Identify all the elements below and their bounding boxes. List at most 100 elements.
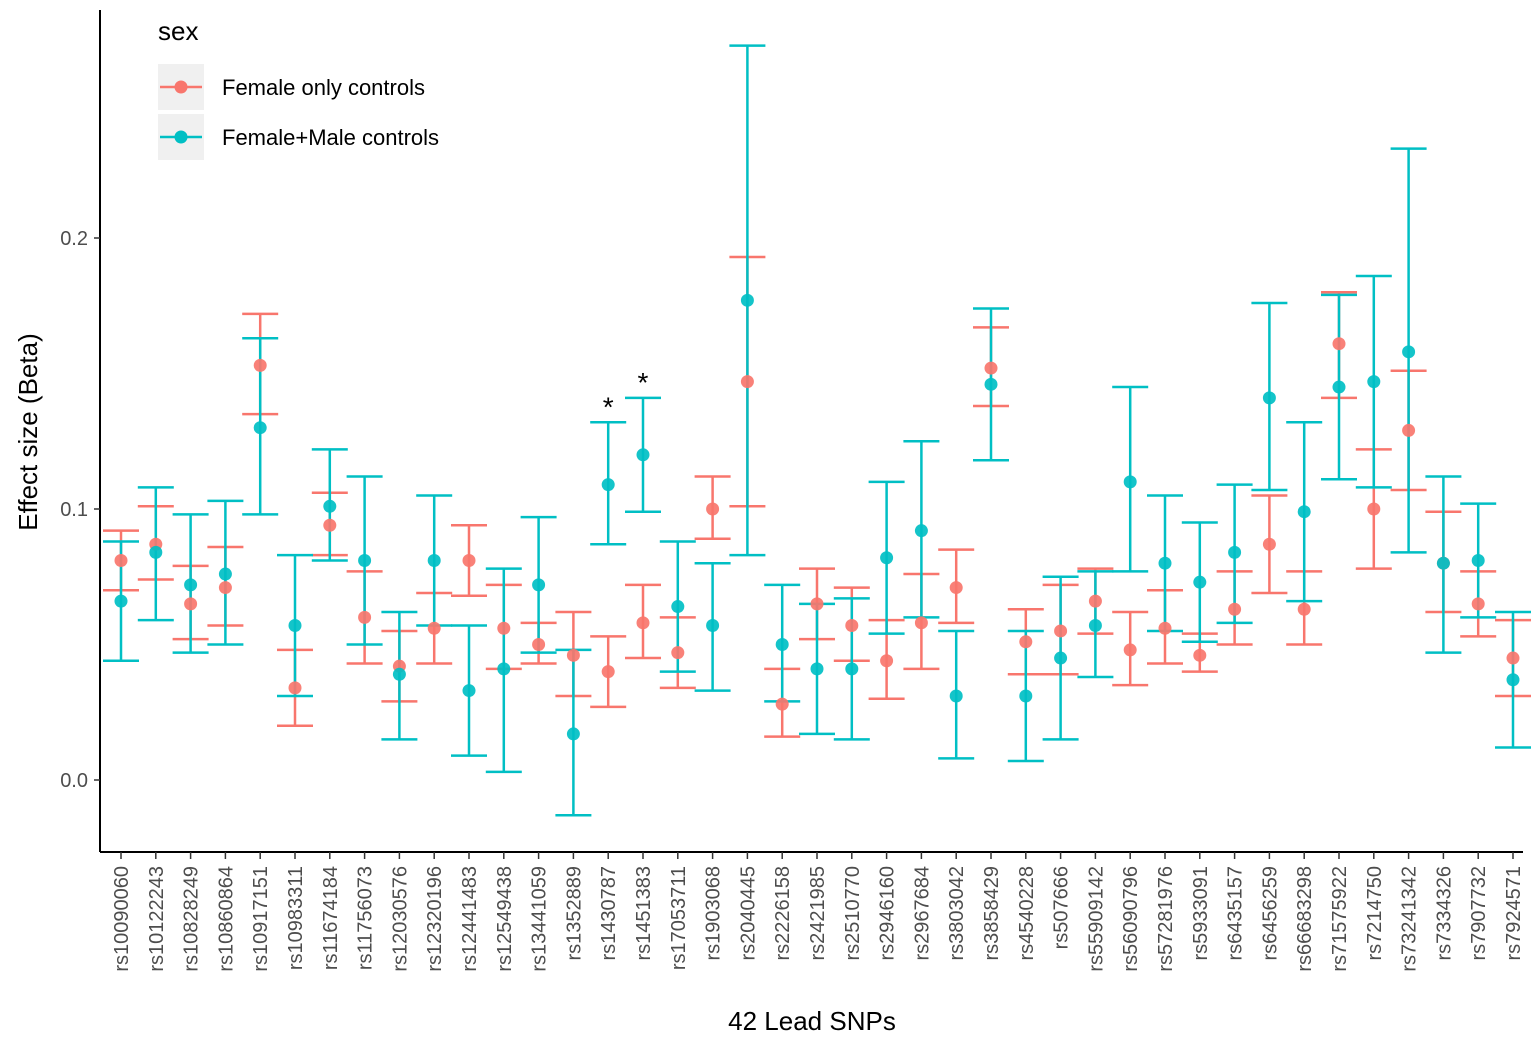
x-tick-label: rs1352889 bbox=[563, 866, 585, 961]
data-point bbox=[1367, 502, 1381, 516]
data-point bbox=[427, 621, 441, 635]
legend-label: Female only controls bbox=[222, 75, 425, 100]
data-point bbox=[984, 377, 998, 391]
data-point bbox=[914, 524, 928, 538]
x-tick-label: rs1903068 bbox=[703, 866, 725, 961]
data-point bbox=[1019, 635, 1033, 649]
legend-key-point bbox=[174, 130, 188, 144]
y-tick-label: 0.1 bbox=[60, 499, 88, 521]
data-point bbox=[984, 361, 998, 375]
data-point bbox=[1436, 556, 1450, 570]
legend-key-point bbox=[174, 80, 188, 94]
data-point bbox=[532, 578, 546, 592]
data-point bbox=[462, 684, 476, 698]
x-tick-label: rs5933091 bbox=[1190, 866, 1212, 961]
x-tick-label: rs7334326 bbox=[1433, 866, 1455, 961]
x-tick-label: rs10860864 bbox=[215, 866, 237, 972]
x-tick-label: rs71575922 bbox=[1329, 866, 1351, 972]
x-tick-label: rs507666 bbox=[1051, 866, 1073, 949]
x-tick-label: rs66683298 bbox=[1294, 866, 1316, 972]
data-point bbox=[949, 689, 963, 703]
x-tick-label: rs10828249 bbox=[181, 866, 203, 972]
data-point bbox=[636, 616, 650, 630]
data-point bbox=[1054, 651, 1068, 665]
data-point bbox=[671, 600, 685, 614]
data-point bbox=[323, 499, 337, 513]
legend-label: Female+Male controls bbox=[222, 125, 439, 150]
data-point bbox=[1367, 375, 1381, 389]
data-point bbox=[671, 646, 685, 660]
data-point bbox=[601, 665, 615, 679]
x-tick-label: rs4540228 bbox=[1016, 866, 1038, 961]
data-point bbox=[532, 638, 546, 651]
data-point bbox=[914, 616, 928, 630]
x-tick-label: rs10090060 bbox=[111, 866, 133, 972]
significance-star: * bbox=[638, 367, 649, 398]
data-point bbox=[323, 518, 337, 532]
data-point bbox=[149, 545, 163, 559]
x-tick-label: rs2946160 bbox=[877, 866, 899, 961]
x-tick-label: rs10122243 bbox=[146, 866, 168, 972]
x-tick-label: rs2421985 bbox=[807, 866, 829, 961]
data-point bbox=[1262, 391, 1276, 405]
x-tick-label: rs6456259 bbox=[1259, 866, 1281, 961]
data-point bbox=[566, 648, 580, 662]
data-point bbox=[1402, 423, 1416, 437]
x-tick-label: rs57281976 bbox=[1155, 866, 1177, 972]
x-tick-label: rs2040445 bbox=[737, 866, 759, 961]
data-point bbox=[114, 594, 128, 608]
data-point bbox=[566, 727, 580, 741]
series-female-male bbox=[103, 44, 1531, 817]
data-point bbox=[358, 610, 372, 624]
data-point bbox=[1019, 689, 1033, 703]
data-point bbox=[392, 667, 406, 681]
data-point bbox=[358, 553, 372, 567]
data-point bbox=[218, 581, 232, 595]
significance-star: * bbox=[603, 391, 614, 422]
data-point bbox=[1088, 594, 1102, 608]
data-point bbox=[1402, 345, 1416, 359]
data-point bbox=[845, 662, 859, 676]
data-point bbox=[740, 375, 754, 389]
data-point bbox=[1506, 673, 1520, 687]
x-tick-label: rs7907732 bbox=[1468, 866, 1490, 961]
data-point bbox=[810, 662, 824, 676]
data-point bbox=[288, 619, 302, 633]
x-tick-label: rs17053711 bbox=[668, 866, 690, 970]
data-point bbox=[288, 681, 302, 695]
data-point bbox=[1123, 475, 1137, 489]
data-point bbox=[880, 654, 894, 668]
data-point bbox=[1158, 556, 1172, 570]
x-tick-label: rs12320196 bbox=[424, 866, 446, 972]
data-point bbox=[1506, 651, 1520, 665]
data-point bbox=[184, 597, 198, 611]
data-point bbox=[636, 448, 650, 462]
data-point bbox=[601, 478, 615, 492]
data-point bbox=[1228, 545, 1242, 559]
data-point bbox=[845, 619, 859, 633]
data-point bbox=[497, 621, 511, 635]
x-tick-label: rs10917151 bbox=[250, 866, 272, 972]
data-point bbox=[1193, 575, 1207, 589]
data-point bbox=[1297, 505, 1311, 519]
x-tick-label: rs12441483 bbox=[459, 866, 481, 972]
y-axis-title: Effect size (Beta) bbox=[13, 333, 43, 531]
data-point bbox=[1471, 553, 1485, 567]
data-point bbox=[1123, 643, 1137, 657]
x-tick-label: rs2226158 bbox=[772, 866, 794, 961]
x-tick-label: rs7214750 bbox=[1364, 866, 1386, 961]
x-tick-label: rs2967684 bbox=[911, 866, 933, 961]
legend-title: sex bbox=[158, 16, 198, 46]
data-point bbox=[1054, 624, 1068, 638]
x-tick-label: rs56090796 bbox=[1120, 866, 1142, 972]
x-tick-label: rs2510770 bbox=[842, 866, 864, 961]
data-point bbox=[1332, 380, 1346, 394]
x-tick-label: rs3803042 bbox=[946, 866, 968, 961]
x-tick-label: rs12549438 bbox=[494, 866, 516, 972]
data-point bbox=[775, 697, 789, 711]
data-point bbox=[740, 293, 754, 307]
x-tick-label: rs1451383 bbox=[633, 866, 655, 961]
data-point bbox=[1228, 602, 1242, 616]
data-point bbox=[184, 578, 198, 592]
